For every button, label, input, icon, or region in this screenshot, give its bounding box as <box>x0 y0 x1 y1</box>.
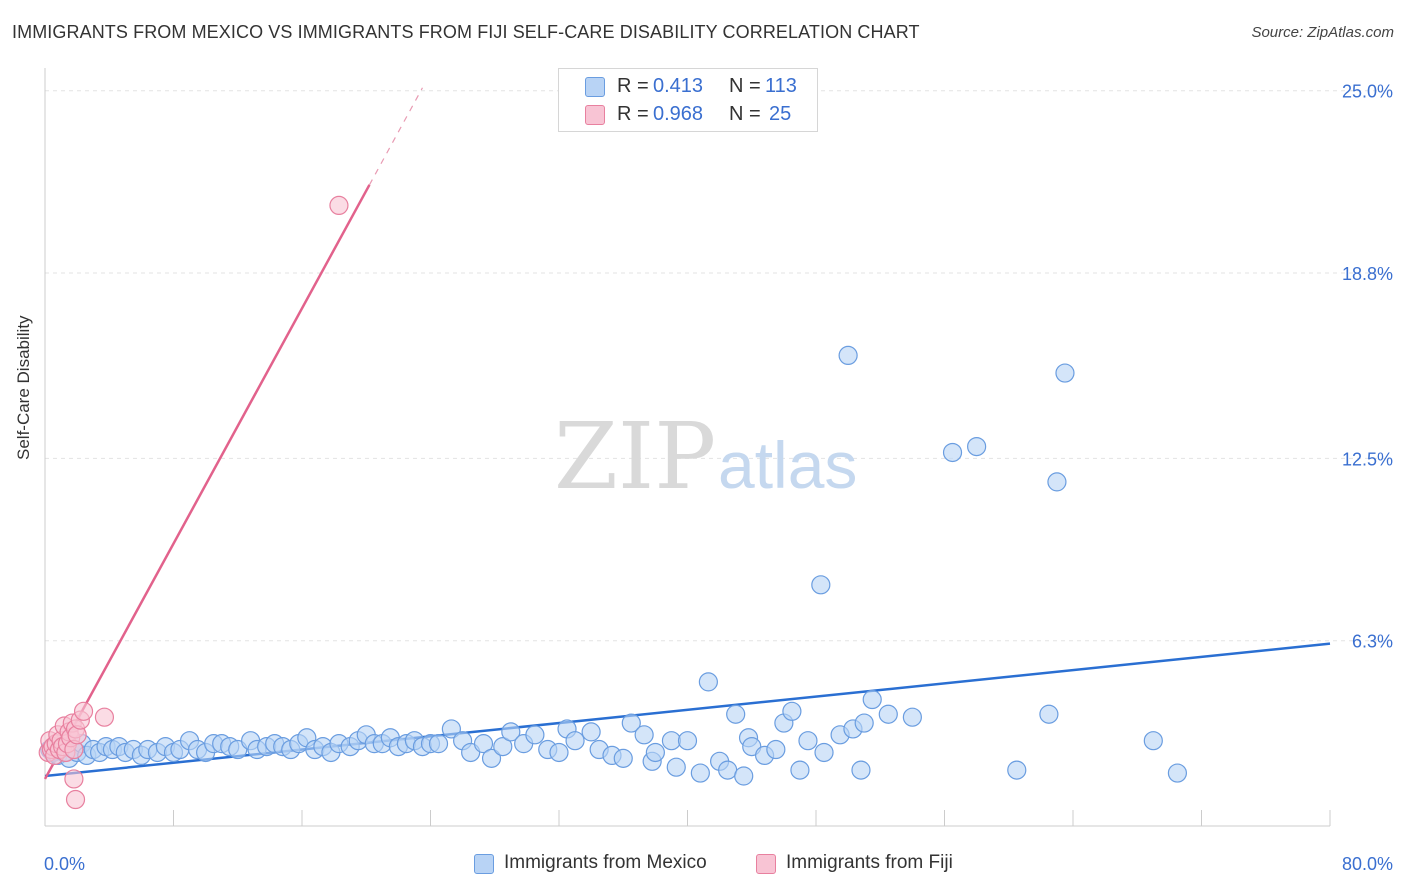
mexico-point <box>621 713 641 733</box>
mexico-point <box>501 722 521 742</box>
data-points <box>38 195 1188 810</box>
mexico-point <box>666 757 686 777</box>
n-value: 113 <box>765 75 797 97</box>
mexico-legend-label: Immigrants from Mexico <box>504 852 707 873</box>
gridlines <box>45 90 1390 642</box>
n-value: 25 <box>769 103 792 125</box>
mexico-point <box>645 742 665 763</box>
fiji-legend-swatch <box>756 854 776 874</box>
x-tick-label: 0.0% <box>44 854 85 874</box>
mexico-point <box>798 731 818 751</box>
r-value: 0.413 <box>653 75 704 97</box>
mexico-point <box>902 707 922 727</box>
mexico-point <box>581 722 601 742</box>
fiji-point <box>94 707 115 727</box>
fiji-trend-line <box>43 184 371 780</box>
mexico-point <box>862 689 882 710</box>
fiji-swatch <box>585 105 605 125</box>
mexico-point <box>1055 363 1075 383</box>
n-label: N = <box>729 75 761 97</box>
mexico-point <box>549 742 569 763</box>
mexico-point <box>790 760 810 780</box>
mexico-point <box>473 734 494 754</box>
mexico-point <box>428 734 449 754</box>
fiji-point <box>329 195 349 216</box>
mexico-point <box>493 736 513 757</box>
mexico-point <box>525 725 545 745</box>
mexico-point <box>1007 760 1027 780</box>
mexico-point <box>811 575 831 595</box>
y-tick-label: 12.5% <box>1342 449 1393 469</box>
mexico-point <box>734 766 754 786</box>
mexico-point <box>661 731 682 751</box>
y-axis-label: Self-Care Disability <box>14 315 33 460</box>
y-tick-label: 6.3% <box>1352 632 1393 652</box>
mexico-point <box>481 748 502 768</box>
mexico-point <box>766 739 786 760</box>
fiji-point <box>64 769 84 789</box>
x-tick-labels: 0.0% 80.0% <box>44 854 1393 874</box>
watermark-atlas: atlas <box>718 428 857 502</box>
mexico-point <box>1039 704 1059 724</box>
y-tick-label: 18.8% <box>1342 264 1393 284</box>
stats-legend: R = 0.413 N = 113 R = 0.968 N = 25 <box>558 68 818 132</box>
watermark-zip: ZIP <box>554 403 716 510</box>
mexico-point <box>565 731 585 751</box>
x-tick-label: 80.0% <box>1342 854 1393 874</box>
mexico-point <box>851 760 871 780</box>
mexico-point <box>1047 472 1067 492</box>
axes <box>44 68 1331 827</box>
mexico-point <box>1167 763 1188 783</box>
mexico-point <box>854 713 874 733</box>
mexico-point <box>698 672 718 692</box>
mexico-point <box>677 731 698 751</box>
mexico-point <box>942 442 963 463</box>
mexico-point <box>726 704 746 724</box>
r-label: R = <box>617 75 649 97</box>
mexico-swatch <box>585 77 605 97</box>
mexico-point <box>441 719 461 739</box>
fiji-legend-label: Immigrants from Fiji <box>786 852 953 873</box>
mexico-point <box>782 701 802 721</box>
fiji-point <box>73 701 94 721</box>
mexico-legend-swatch <box>474 854 494 874</box>
mexico-point <box>838 345 858 366</box>
n-label: N = <box>729 103 761 125</box>
mexico-point <box>718 760 738 780</box>
mexico-point <box>613 748 633 768</box>
mexico-point <box>967 436 987 457</box>
mexico-point <box>1143 731 1163 751</box>
mexico-point <box>878 704 898 724</box>
fiji-point <box>65 789 86 810</box>
y-tick-label: 25.0% <box>1342 82 1393 102</box>
r-label: R = <box>617 103 649 125</box>
chart-title: IMMIGRANTS FROM MEXICO VS IMMIGRANTS FRO… <box>12 22 920 42</box>
source-label: Source: ZipAtlas.com <box>1251 24 1394 41</box>
mexico-point <box>634 725 654 745</box>
mexico-point <box>814 742 834 763</box>
r-value: 0.968 <box>653 103 704 125</box>
fiji-trend-extension <box>368 87 423 186</box>
mexico-point <box>690 763 710 783</box>
y-tick-labels: 6.3% 12.5% 18.8% 25.0% <box>1342 82 1393 652</box>
